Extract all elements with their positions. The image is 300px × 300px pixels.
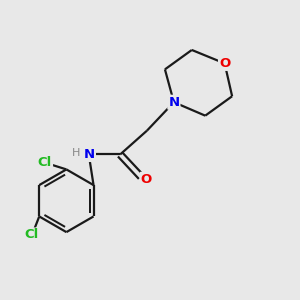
Text: N: N	[84, 148, 95, 161]
Text: O: O	[219, 57, 230, 70]
Text: O: O	[141, 173, 152, 186]
Text: H: H	[72, 148, 80, 158]
Text: N: N	[168, 96, 179, 109]
Text: Cl: Cl	[38, 156, 52, 169]
Text: Cl: Cl	[25, 229, 39, 242]
